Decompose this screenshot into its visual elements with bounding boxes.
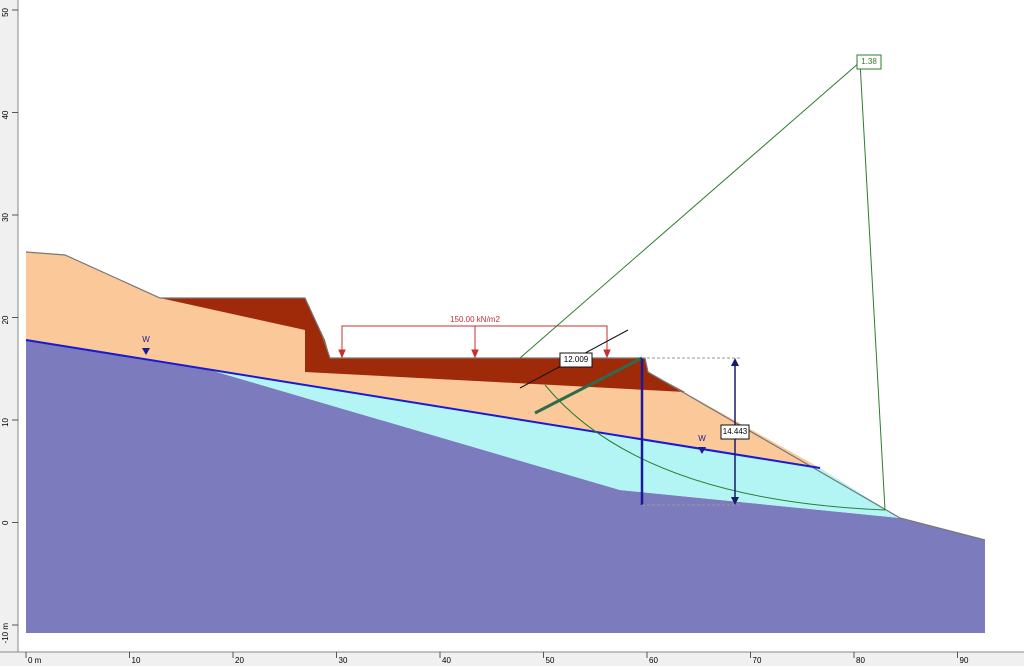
radius-line	[859, 61, 886, 511]
x-ruler-label: 0 m	[28, 656, 42, 665]
safety-factor-box	[856, 54, 882, 70]
slip-surface	[544, 384, 886, 511]
x-ruler-label: 50	[546, 656, 555, 665]
x-ruler-label: 10	[132, 656, 141, 665]
y-ruler-label: 0	[1, 520, 10, 525]
distributed-load	[338, 325, 611, 359]
x-ruler-label: 80	[856, 656, 865, 665]
bedrock-layer	[26, 340, 985, 633]
dimension-box	[559, 352, 593, 368]
ground-surface	[25, 251, 986, 541]
load-label: 150.00 kN/m2	[450, 315, 500, 324]
water-table	[25, 339, 821, 469]
dimension-label: 12.009	[564, 355, 589, 364]
anchor	[534, 356, 643, 415]
y-ruler-label: -10 m	[1, 623, 10, 644]
arrow	[731, 358, 739, 366]
x-ruler-label: 70	[753, 656, 762, 665]
arrow	[731, 497, 739, 505]
x-ruler	[0, 652, 1024, 666]
x-ruler-label: 40	[442, 656, 451, 665]
y-ruler-label: 10	[1, 417, 10, 426]
water-marker: W	[142, 335, 150, 344]
fill-layer	[160, 298, 685, 392]
saturated-layer	[26, 340, 900, 518]
x-ruler-label: 60	[649, 656, 658, 665]
y-ruler-label: 50	[1, 7, 10, 16]
x-ruler-label: 30	[339, 656, 348, 665]
y-ruler	[0, 0, 18, 652]
x-ruler-label: 90	[960, 656, 969, 665]
water-symbol	[142, 348, 150, 355]
water-marker: W	[698, 434, 706, 443]
y-ruler-label: 20	[1, 315, 10, 324]
y-ruler-label: 30	[1, 212, 10, 221]
radius-line	[519, 61, 861, 359]
safety-factor: 1.38	[861, 57, 877, 66]
x-ruler-label: 20	[235, 656, 244, 665]
y-ruler-label: 40	[1, 110, 10, 119]
water-symbol	[698, 447, 706, 454]
dimension-box	[720, 424, 750, 440]
dimension-label: 14.443	[723, 427, 748, 436]
